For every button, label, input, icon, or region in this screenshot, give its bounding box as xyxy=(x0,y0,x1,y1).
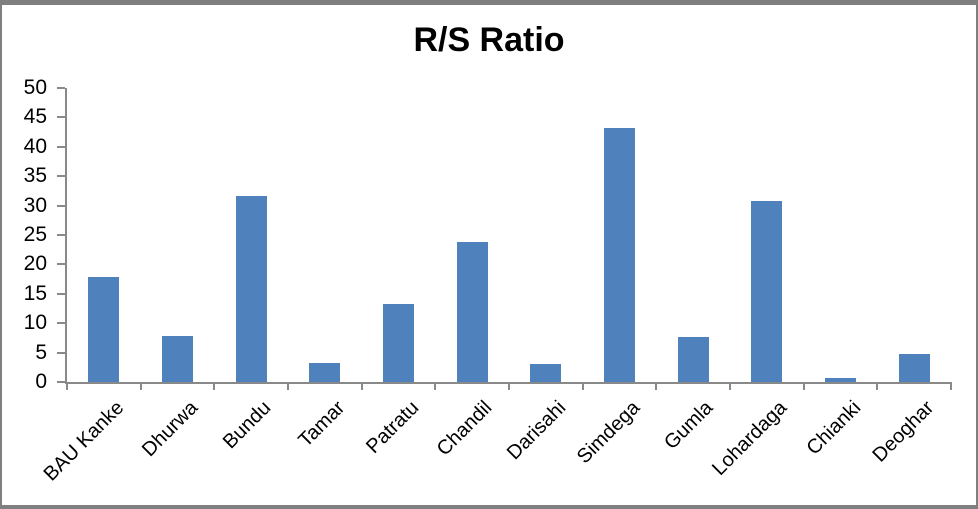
bar-chandil xyxy=(456,242,488,382)
y-tick-label: 40 xyxy=(23,134,47,158)
x-axis-tick xyxy=(66,382,68,390)
bar-bau-kanke xyxy=(88,277,120,382)
bar-lohardaga xyxy=(751,200,783,382)
bar-gumla xyxy=(677,336,709,382)
plot-area: 0 5 10 15 20 25 30 35 40 45 50 BAU Kanke Dhurwa Bundu… xyxy=(24,77,952,485)
x-axis-tick xyxy=(581,382,584,390)
y-axis-tick xyxy=(57,145,65,148)
x-axis-tick xyxy=(508,382,510,390)
bar-chianki xyxy=(825,378,856,382)
y-tick-label: 25 xyxy=(23,223,47,246)
y-tick-label: 50 xyxy=(23,76,47,99)
chart-title: R/S Ratio xyxy=(413,21,565,59)
x-axis-tick xyxy=(434,382,437,390)
bar-deoghar xyxy=(898,354,930,382)
x-axis-tick xyxy=(655,382,658,390)
bar-patratu xyxy=(383,303,414,382)
x-axis-tick xyxy=(139,382,142,390)
y-axis-tick xyxy=(57,292,65,295)
x-axis-tick xyxy=(802,382,805,390)
y-axis-tick xyxy=(57,175,65,178)
x-axis-tick xyxy=(287,382,289,390)
y-axis-tick xyxy=(57,322,65,325)
y-tick-label: 0 xyxy=(35,370,47,393)
y-tick-label: 45 xyxy=(23,105,47,129)
bar-simdega xyxy=(604,127,635,382)
y-tick-label: 30 xyxy=(23,193,47,217)
x-axis-tick xyxy=(950,382,952,390)
x-axis-tick xyxy=(360,382,363,390)
y-tick-label: 10 xyxy=(23,311,47,335)
y-tick-label: 15 xyxy=(23,281,47,305)
x-axis-tick xyxy=(213,382,216,390)
x-axis-tick xyxy=(729,382,731,390)
y-axis-tick xyxy=(57,351,65,354)
bar-dhurwa xyxy=(162,336,193,382)
y-tick-label: 35 xyxy=(23,164,47,188)
y-axis-tick xyxy=(57,234,65,236)
y-axis-tick xyxy=(57,87,65,89)
y-axis-tick xyxy=(57,381,65,383)
bar-bundu xyxy=(235,196,267,382)
y-axis-tick xyxy=(57,263,65,266)
y-axis-tick xyxy=(57,204,65,207)
y-tick-label: 20 xyxy=(23,252,47,276)
x-axis-tick xyxy=(876,382,879,390)
bar-tamar xyxy=(309,362,341,382)
bar-darisahi xyxy=(530,364,562,382)
y-axis-tick xyxy=(57,116,65,119)
y-tick-label: 5 xyxy=(35,340,47,364)
